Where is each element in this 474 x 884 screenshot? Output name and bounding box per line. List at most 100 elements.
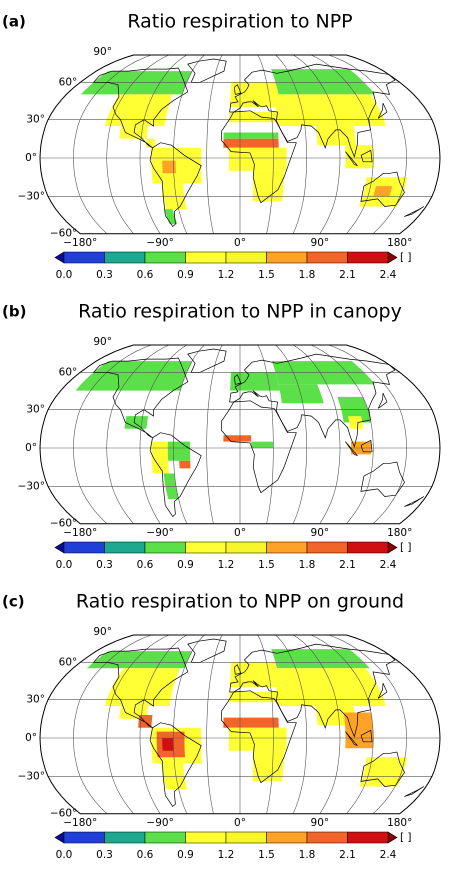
data-cell — [228, 727, 287, 751]
lat-tick-label: −60° — [50, 808, 77, 820]
coastline — [220, 110, 297, 204]
colorbar-segment — [104, 251, 146, 264]
meridian — [139, 55, 187, 234]
lon-tick-label: 0° — [234, 527, 246, 539]
data-cell — [223, 138, 279, 148]
meridian — [293, 55, 341, 234]
map-panel: (c) Ratio respiration to NPP on ground 90°… — [2, 591, 441, 861]
meridian — [293, 635, 341, 814]
meridian — [172, 345, 205, 524]
lon-tick-label: 90° — [311, 527, 330, 539]
colorbar-segment — [306, 541, 348, 554]
data-cell — [228, 147, 287, 171]
lat-tick-label: 0° — [25, 152, 37, 164]
meridian — [139, 635, 187, 814]
coastline — [234, 84, 242, 95]
data-cell — [252, 170, 285, 202]
coastline — [360, 751, 405, 787]
colorbar-segment — [144, 541, 186, 554]
map-content — [40, 635, 440, 814]
coastline — [377, 682, 388, 699]
lon-tick-label: 180° — [387, 237, 412, 249]
lon-tick-label: 90° — [311, 817, 330, 829]
colorbar-tick-label: 2.4 — [380, 849, 397, 861]
colorbar-tick-label: 0.6 — [137, 269, 154, 281]
colorbar-tick-label: 0.3 — [96, 849, 113, 861]
coastline — [377, 102, 388, 119]
map-panel: (a) Ratio respiration to NPP 90° 60° 30° 0° −3… — [2, 11, 441, 281]
colorbar-segment — [306, 831, 348, 844]
colorbar-extend-low — [54, 831, 65, 844]
coastline — [229, 643, 396, 738]
coastline — [360, 171, 405, 207]
lon-tick-label: 90° — [311, 237, 330, 249]
meridian — [72, 55, 152, 234]
colorbar-extend-high — [387, 251, 398, 264]
meridian — [206, 635, 223, 814]
colorbar-segment — [104, 831, 146, 844]
data-cell — [223, 132, 279, 139]
colorbar-segment — [266, 541, 308, 554]
panel-label: (b) — [2, 303, 26, 321]
colorbar-segment — [185, 251, 227, 264]
lat-tick-label: 60° — [59, 656, 78, 668]
colorbar-tick-label: 1.5 — [258, 269, 275, 281]
map-content — [40, 345, 440, 524]
panel-title: Ratio respiration to NPP on ground — [76, 591, 404, 613]
meridian — [172, 55, 205, 234]
data-cell — [278, 384, 324, 404]
lon-tick-label: −90° — [146, 817, 173, 829]
data-cell — [151, 441, 170, 474]
coastline — [92, 357, 189, 439]
coastline — [360, 149, 373, 163]
data-cell — [223, 435, 252, 442]
colorbar-segment — [185, 831, 227, 844]
meridian — [310, 345, 374, 524]
colorbar-segment — [225, 541, 267, 554]
meridian — [172, 635, 205, 814]
data-cell — [373, 186, 393, 197]
colorbar-tick-label: 1.5 — [258, 849, 275, 861]
coastline — [92, 67, 189, 149]
lon-tick-label: 0° — [234, 237, 246, 249]
lon-tick-label: 180° — [387, 527, 412, 539]
meridian — [106, 345, 170, 524]
meridian — [72, 345, 152, 524]
meridian — [139, 345, 187, 524]
colorbar-tick-label: 0.0 — [56, 559, 73, 571]
colorbar-unit: [ ] — [400, 252, 412, 264]
lat-tick-label: 30° — [26, 404, 45, 416]
coastline — [360, 729, 373, 743]
coastline — [149, 142, 202, 228]
coastline — [220, 400, 297, 494]
colorbar-segment — [225, 831, 267, 844]
colorbar-extend-low — [54, 541, 65, 554]
coastline — [377, 392, 388, 409]
data-cell — [162, 738, 174, 751]
meridian — [257, 345, 274, 524]
coastline — [220, 690, 297, 784]
colorbar-tick-label: 0.9 — [177, 269, 194, 281]
lat-tick-label: 60° — [59, 76, 78, 88]
meridian — [72, 635, 152, 814]
panel-title: Ratio respiration to NPP — [127, 11, 352, 33]
lat-tick-label: −30° — [18, 770, 45, 782]
lat-tick-label: 90° — [93, 626, 112, 638]
data-cell — [124, 416, 149, 429]
data-cell — [229, 692, 278, 703]
meridian — [275, 55, 308, 234]
meridian — [310, 635, 374, 814]
colorbar-segment — [144, 251, 186, 264]
colorbar-tick-label: 1.8 — [299, 559, 316, 571]
colorbar-segment — [104, 541, 146, 554]
data-cell — [315, 126, 357, 146]
coastline — [234, 374, 242, 385]
data-cell — [119, 126, 149, 139]
colorbar-tick-label: 2.4 — [380, 559, 397, 571]
lon-tick-label: 0° — [234, 817, 246, 829]
lon-tick-label: −90° — [146, 237, 173, 249]
lon-tick-label: 180° — [387, 817, 412, 829]
colorbar-segment — [144, 831, 186, 844]
colorbar-segment — [347, 541, 389, 554]
